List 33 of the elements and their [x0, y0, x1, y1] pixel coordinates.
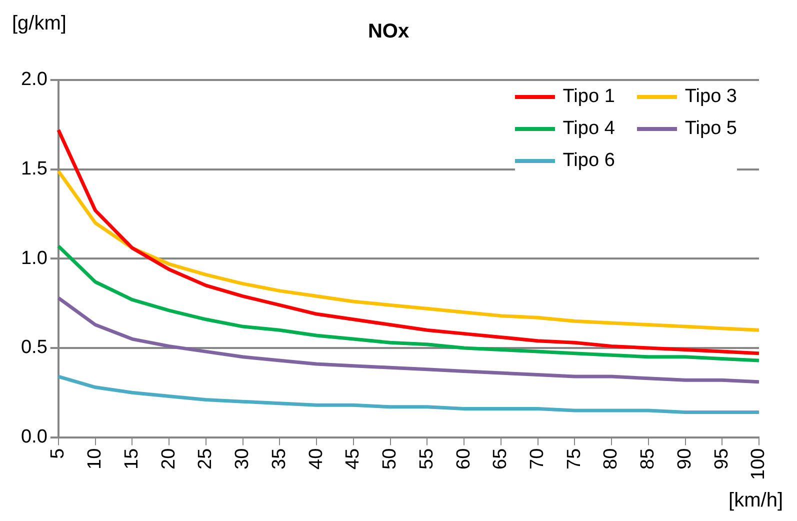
y-tick-label: 1.0: [20, 248, 48, 269]
legend-label: Tipo 3: [684, 86, 737, 108]
x-tick-label: 5: [48, 448, 69, 459]
x-tick-label: 70: [526, 448, 548, 470]
x-tick-label: 10: [84, 448, 106, 470]
legend-label: Tipo 5: [684, 118, 737, 140]
y-tick-label: 2.0: [20, 69, 48, 90]
y-axis-title: [g/km]: [12, 12, 66, 35]
x-tick-label: 85: [638, 448, 659, 470]
x-tick-label: 40: [306, 448, 327, 470]
x-tick-label: 50: [380, 448, 401, 470]
x-tick-label: 80: [600, 448, 622, 470]
x-tick-label: 100: [748, 448, 770, 480]
x-tick-label: 35: [268, 448, 290, 470]
x-tick-label: 90: [674, 448, 696, 470]
x-tick-label: 95: [711, 448, 732, 470]
legend-label: Tipo 4: [562, 118, 615, 140]
x-tick-label: 20: [158, 448, 180, 470]
x-tick-label: 30: [232, 448, 254, 470]
legend-label: Tipo 1: [562, 86, 615, 108]
y-tick-label: 0.5: [20, 337, 48, 358]
x-tick-label: 60: [453, 448, 474, 470]
x-tick-label: 15: [121, 448, 142, 470]
x-tick-label: 75: [564, 448, 585, 470]
x-tick-label: 55: [416, 448, 438, 470]
x-axis-title: [km/h]: [728, 490, 783, 512]
x-tick-label: 25: [195, 448, 216, 470]
legend-label: Tipo 6: [562, 150, 615, 172]
x-tick-label: 45: [342, 448, 364, 470]
y-tick-label: 1.5: [20, 158, 48, 180]
y-tick-label: 0.0: [20, 426, 48, 448]
chart-title: NOx: [368, 20, 410, 43]
x-tick-label: 65: [490, 448, 512, 470]
